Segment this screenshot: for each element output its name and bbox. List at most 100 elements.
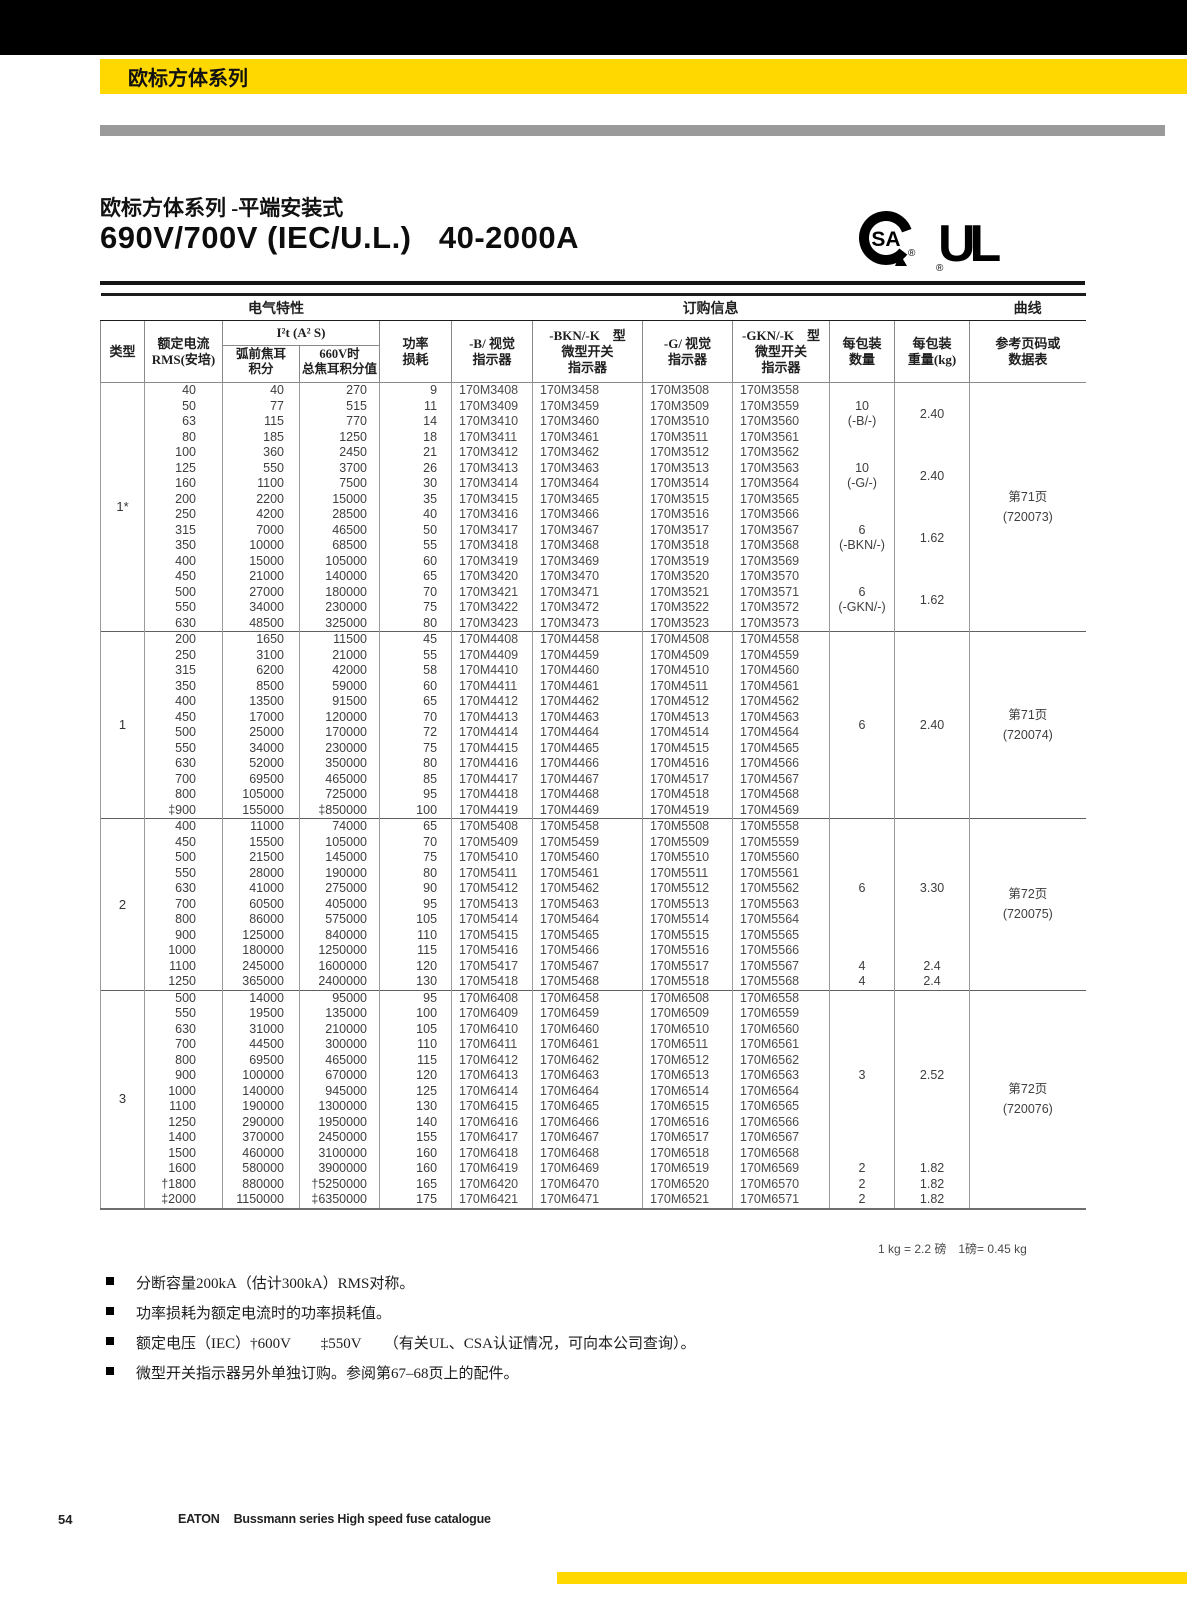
part-gkn-cell: 170M6563 [732, 1068, 831, 1084]
i2t-total-cell: 3900000 [299, 1161, 380, 1177]
i2t-total-cell: 1250 [299, 429, 380, 445]
part-b-cell: 170M6419 [451, 1161, 534, 1177]
pack-weight-cell: 2.40 [894, 631, 971, 819]
part-g-cell: 170M6516 [642, 1114, 734, 1130]
part-bkn-cell: 170M3468 [532, 538, 644, 554]
part-bkn-cell: 170M4459 [532, 647, 644, 663]
part-g-cell: 170M6508 [642, 989, 734, 1006]
column-header-i2t-prearc: 弧前焦耳 积分 [222, 345, 300, 383]
i2t-total-cell: 2450000 [299, 1130, 380, 1146]
part-b-cell: 170M5412 [451, 881, 534, 897]
i2t-prearc-cell: 140000 [222, 1083, 300, 1099]
amp-cell: 315 [144, 522, 223, 538]
power-cell: 100 [378, 1006, 453, 1022]
reference-cell: 第72页 (720075) [969, 818, 1086, 990]
i2t-total-cell: 405000 [299, 896, 380, 912]
amp-cell: 900 [144, 1068, 223, 1084]
i2t-prearc-cell: 365000 [222, 974, 300, 990]
power-cell: 60 [378, 678, 453, 694]
pack-qty-cell: 2 [829, 1192, 896, 1209]
page-footer: 54 EATON Bussmann series High speed fuse … [0, 1512, 1187, 1532]
power-cell: 100 [378, 802, 453, 819]
i2t-prearc-cell: 25000 [222, 725, 300, 741]
column-header-pack-qty: 每包装 数量 [829, 320, 896, 383]
amp-cell: 1600 [144, 1161, 223, 1177]
group-header-electrical: 电气特性 [100, 293, 452, 321]
part-g-cell: 170M3513 [642, 460, 734, 476]
pack-weight-cell: 2.4 [894, 958, 971, 974]
power-cell: 18 [378, 429, 453, 445]
part-bkn-cell: 170M5466 [532, 943, 644, 959]
table-row: 700 69500 465000 85 170M4417 170M4467 170M4517… [101, 771, 1086, 787]
part-gkn-cell: 170M5565 [732, 927, 831, 943]
table-row: 1400 370000 2450000 155 170M6417 170M6467 170M… [101, 1130, 1086, 1146]
i2t-prearc-cell: 48500 [222, 615, 300, 632]
pack-qty-cell: 6 (-BKN/-) [829, 507, 896, 569]
table-row: 800 105000 725000 95 170M4418 170M4468 170M451… [101, 787, 1086, 803]
i2t-prearc-cell: 580000 [222, 1161, 300, 1177]
part-bkn-cell: 170M4469 [532, 802, 644, 819]
amp-cell: 50 [144, 398, 223, 414]
part-g-cell: 170M5518 [642, 974, 734, 990]
power-cell: 26 [378, 460, 453, 476]
i2t-prearc-cell: 14000 [222, 989, 300, 1006]
svg-text:UL: UL [938, 215, 1001, 273]
type-cell: 2 [100, 818, 145, 990]
i2t-total-cell: 3700 [299, 460, 380, 476]
table-row: 1* 40 40 270 9 170M3408 170M3458 170M3508 170M35… [100, 382, 1086, 632]
ul-logo-icon: UL ® [934, 209, 1014, 278]
i2t-total-cell: †5250000 [299, 1176, 380, 1192]
table-row: 450 15500 105000 70 170M5409 170M5459 170M5509… [101, 834, 1086, 850]
amp-cell: 550 [144, 740, 223, 756]
power-cell: 80 [378, 865, 453, 881]
part-bkn-cell: 170M6464 [532, 1083, 644, 1099]
part-b-cell: 170M6412 [451, 1052, 534, 1068]
top-black-bar [0, 0, 1187, 55]
i2t-total-cell: ‡6350000 [299, 1192, 380, 1209]
brand-name: EATON [178, 1512, 220, 1526]
power-cell: 80 [378, 615, 453, 632]
amp-cell: 350 [144, 678, 223, 694]
power-cell: 95 [378, 989, 453, 1006]
part-gkn-cell: 170M3558 [732, 382, 831, 399]
part-gkn-cell: 170M6571 [732, 1192, 831, 1209]
part-b-cell: 170M6418 [451, 1145, 534, 1161]
pack-qty-cell: 2 [829, 1176, 896, 1192]
i2t-total-cell: 270 [299, 382, 380, 399]
i2t-prearc-cell: 69500 [222, 1052, 300, 1068]
group-header-curve: 曲线 [969, 293, 1086, 321]
pack-weight-cell: 1.62 [894, 507, 971, 569]
part-b-cell: 170M5418 [451, 974, 534, 990]
power-cell: 72 [378, 725, 453, 741]
i2t-prearc-cell: 1100 [222, 476, 300, 492]
amp-cell: 700 [144, 1037, 223, 1053]
power-cell: 70 [378, 584, 453, 600]
i2t-total-cell: 59000 [299, 678, 380, 694]
part-bkn-cell: 170M3467 [532, 522, 644, 538]
pack-qty-cell: 4 [829, 958, 896, 974]
table-row: 1250 290000 1950000 140 170M6416 170M6466 170M… [101, 1114, 1086, 1130]
part-bkn-cell: 170M4468 [532, 787, 644, 803]
amp-cell: 800 [144, 912, 223, 928]
part-bkn-cell: 170M3469 [532, 553, 644, 569]
i2t-total-cell: 1950000 [299, 1114, 380, 1130]
amp-cell: 450 [144, 834, 223, 850]
i2t-total-cell: 120000 [299, 709, 380, 725]
i2t-prearc-cell: 245000 [222, 958, 300, 974]
part-bkn-cell: 170M6458 [532, 989, 644, 1006]
power-cell: 85 [378, 771, 453, 787]
power-cell: 95 [378, 787, 453, 803]
column-header-g-indicator: -G/ 视觉 指示器 [642, 320, 734, 383]
part-b-cell: 170M5413 [451, 896, 534, 912]
table-row: 1000 180000 1250000 115 170M5416 170M5466 170M… [101, 943, 1086, 959]
note-text: 微型开关指示器另外单独订购。参阅第67–68页上的配件。 [136, 1366, 519, 1382]
part-bkn-cell: 170M3470 [532, 569, 644, 585]
part-bkn-cell: 170M3472 [532, 600, 644, 616]
part-g-cell: 170M3522 [642, 600, 734, 616]
part-g-cell: 170M6518 [642, 1145, 734, 1161]
part-g-cell: 170M6510 [642, 1021, 734, 1037]
pack-qty-cell: 4 [829, 974, 896, 990]
i2t-prearc-cell: 2200 [222, 491, 300, 507]
i2t-prearc-cell: 60500 [222, 896, 300, 912]
part-g-cell: 170M4512 [642, 694, 734, 710]
